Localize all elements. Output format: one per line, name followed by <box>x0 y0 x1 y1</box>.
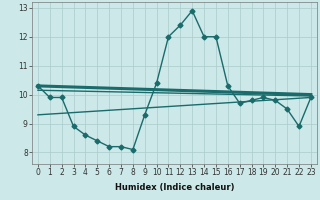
X-axis label: Humidex (Indice chaleur): Humidex (Indice chaleur) <box>115 183 234 192</box>
